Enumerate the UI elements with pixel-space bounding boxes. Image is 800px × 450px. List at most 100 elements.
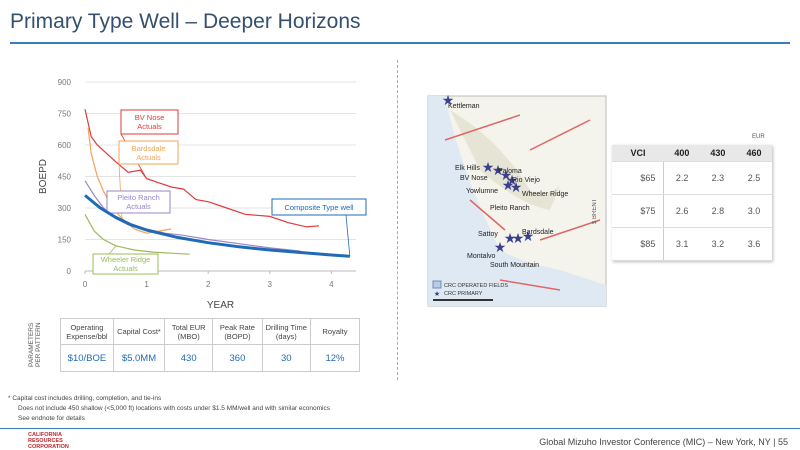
footer-text: Global Mizuho Investor Conference (MIC) … bbox=[539, 437, 771, 447]
param-label: Capital Cost* bbox=[112, 318, 166, 345]
param-label: Operating Expense/bbl bbox=[60, 318, 114, 345]
callout: Composite Type well bbox=[284, 202, 354, 212]
eur-cell: 3.6 bbox=[735, 227, 772, 261]
page-number: | 55 bbox=[773, 437, 788, 447]
field-star: ★ bbox=[504, 230, 517, 246]
x-tick-label: 2 bbox=[206, 280, 211, 289]
field-star: ★ bbox=[494, 239, 507, 255]
eur-side-label: $ BRENT bbox=[592, 198, 598, 224]
footer-rule bbox=[0, 428, 800, 429]
param-label: Drilling Time (days) bbox=[261, 318, 312, 345]
field-star: ★ bbox=[506, 172, 519, 188]
eur-cell: 3.2 bbox=[699, 227, 736, 261]
x-axis-label: YEAR bbox=[207, 300, 234, 311]
map-label: Wheeler Ridge bbox=[522, 191, 568, 198]
map-label: BV Nose bbox=[460, 175, 488, 182]
param-value: $5.0MM bbox=[112, 344, 166, 372]
ocean bbox=[428, 96, 606, 306]
scale-bar bbox=[433, 299, 493, 301]
callout-leader bbox=[345, 214, 351, 257]
series-line bbox=[84, 109, 320, 228]
field-star: ★ bbox=[492, 162, 505, 178]
divider bbox=[397, 60, 398, 380]
map-label: Rio Viejo bbox=[512, 177, 540, 184]
eur-row: $65 2.2 2.3 2.5 bbox=[612, 161, 772, 195]
logo: CALIFORNIA RESOURCES CORPORATION bbox=[28, 432, 69, 450]
y-tick-label: 600 bbox=[58, 141, 72, 150]
footer: Global Mizuho Investor Conference (MIC) … bbox=[539, 437, 788, 447]
legend-entry: Bardsdale Actuals bbox=[131, 143, 166, 162]
footnote: Does not include 450 shallow (<5,000 ft)… bbox=[18, 405, 330, 412]
params-side-label: PARAMETERS PER PATTERN bbox=[28, 322, 42, 368]
field-star: ★ bbox=[502, 177, 515, 193]
eur-caption: EUR bbox=[752, 134, 765, 140]
eur-cell: 3.1 bbox=[663, 227, 700, 261]
eur-header-row: VCI 400 430 460 bbox=[612, 145, 772, 162]
eur-header: 430 bbox=[699, 145, 736, 162]
y-tick-label: 0 bbox=[67, 267, 72, 276]
callout: Wheeler Ridge Actuals bbox=[100, 255, 151, 273]
field-star: ★ bbox=[512, 230, 525, 246]
footnotes: * Capital cost includes drilling, comple… bbox=[8, 394, 330, 424]
eur-header: 400 bbox=[663, 145, 700, 162]
callout-box bbox=[92, 253, 159, 275]
map-label: Sattoy bbox=[478, 231, 498, 238]
legend-entry: Wheeler Ridge Actuals bbox=[100, 255, 151, 273]
eur-cell: $85 bbox=[612, 227, 665, 261]
legend-entry: Pleito Ranch Actuals bbox=[117, 193, 160, 211]
valley bbox=[450, 110, 560, 210]
x-tick-label: 4 bbox=[329, 280, 334, 289]
param-value: 30 bbox=[261, 344, 312, 372]
params-table: Operating Expense/bbl Capital Cost* Total … bbox=[60, 318, 360, 372]
series-line bbox=[84, 214, 190, 255]
map-label: Yowlumne bbox=[466, 188, 498, 195]
map-label: Bardsdale bbox=[522, 229, 554, 236]
param-label: Peak Rate (BOPD) bbox=[212, 318, 263, 345]
field-star: ★ bbox=[482, 159, 495, 175]
footnote: See endnote for details bbox=[18, 415, 85, 422]
eur-cell: $75 bbox=[612, 194, 665, 228]
eur-cell: 2.8 bbox=[699, 194, 736, 228]
map-label: Paloma bbox=[498, 168, 522, 175]
title-rule bbox=[10, 42, 790, 44]
y-tick-label: 150 bbox=[58, 236, 72, 245]
map-field bbox=[469, 199, 506, 231]
eur-row: $85 3.1 3.2 3.6 bbox=[612, 227, 772, 261]
eur-cell: 2.6 bbox=[663, 194, 700, 228]
eur-cell: 2.5 bbox=[735, 161, 772, 195]
callout-box bbox=[271, 198, 367, 216]
eur-cell: 2.3 bbox=[699, 161, 736, 195]
eur-header: 460 bbox=[735, 145, 772, 162]
callout-box bbox=[120, 109, 179, 135]
y-tick-label: 750 bbox=[58, 110, 72, 119]
map-label: Kettleman bbox=[448, 103, 480, 110]
eur-row: $75 2.6 2.8 3.0 bbox=[612, 194, 772, 228]
callout: Bardsdale Actuals bbox=[131, 143, 166, 162]
param-label: Total EUR (MBO) bbox=[164, 318, 214, 345]
eur-table: VCI 400 430 460 $65 2.2 2.3 2.5 $75 2.6 2.8 3.0 $85 3… bbox=[612, 145, 772, 261]
y-axis-label: BOEPD bbox=[38, 159, 49, 194]
y-tick-label: 300 bbox=[58, 204, 72, 213]
map-label: Elk Hills bbox=[455, 165, 480, 172]
legend-star: ★ bbox=[434, 290, 440, 298]
map-label: South Mountain bbox=[490, 262, 539, 269]
y-tick-label: 900 bbox=[58, 78, 72, 87]
x-tick-label: 3 bbox=[268, 280, 273, 289]
footnote: * Capital cost includes drilling, comple… bbox=[8, 395, 162, 402]
map-label: Montalvo bbox=[467, 253, 496, 260]
legend-entry: Composite Type well bbox=[284, 202, 354, 212]
callout: Pleito Ranch Actuals bbox=[117, 193, 160, 211]
callout: BV Nose Actuals bbox=[134, 113, 165, 131]
map-field bbox=[499, 279, 561, 291]
eur-header: VCI bbox=[612, 145, 664, 162]
legend-entry: BV Nose Actuals bbox=[134, 113, 165, 131]
param-value: 360 bbox=[212, 344, 263, 372]
callout-box bbox=[106, 190, 171, 214]
slide-title: Primary Type Well – Deeper Horizons bbox=[10, 10, 361, 33]
callout-box bbox=[118, 140, 179, 165]
y-tick-label: 450 bbox=[58, 173, 72, 182]
eur-cell: $65 bbox=[612, 161, 665, 195]
